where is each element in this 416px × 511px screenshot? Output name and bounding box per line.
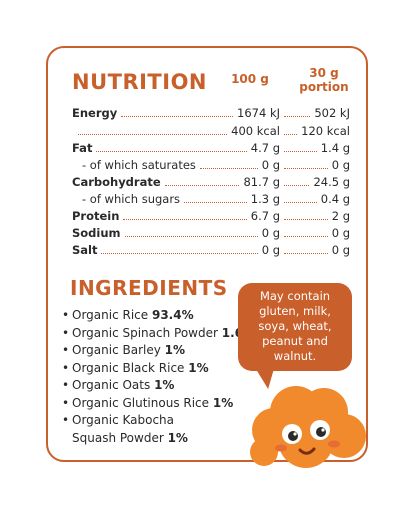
allergen-note: May contain gluten, milk, soya, wheat, p… [258, 289, 332, 363]
value-per-100g: 6.7 g [250, 209, 280, 223]
col-header-30g-portion: portion [299, 80, 349, 94]
nutrition-row: Fat 4.7 g 1.4 g [72, 141, 350, 157]
dotted-leader [125, 236, 258, 237]
dotted-leader [200, 168, 258, 169]
ingredient-name: Organic Barley [72, 343, 165, 357]
nutrient-name: Energy [72, 106, 118, 120]
value-per-portion: 0 g [331, 158, 350, 172]
dotted-leader [284, 116, 310, 117]
ingredients-list: Organic Rice 93.4%Organic Spinach Powder… [62, 307, 255, 447]
nutrition-row: Salt 0 g 0 g [72, 243, 350, 259]
nutrient-name: Protein [72, 209, 120, 223]
ingredient-name: Organic Kabocha [72, 413, 175, 427]
value-per-100g: 0 g [261, 243, 280, 257]
ingredient-name: Organic Black Rice [72, 360, 189, 375]
dotted-leader [284, 236, 328, 237]
nutrition-row: Energy 1674 kJ 502 kJ [72, 106, 350, 122]
dotted-leader [284, 202, 317, 203]
value-per-100g: 0 g [261, 226, 280, 240]
dotted-leader [165, 185, 239, 186]
ingredient-name: Organic Oats [72, 378, 155, 392]
nutrient-name: Sodium [72, 226, 121, 240]
nutrient-name: Fat [72, 141, 93, 155]
dotted-leader [101, 253, 258, 254]
dotted-leader [184, 202, 247, 203]
dotted-leader [96, 151, 247, 152]
ingredient-item: Organic Oats 1% [62, 377, 255, 395]
value-per-portion: 24.5 g [313, 175, 350, 189]
value-per-portion: 2 g [331, 209, 350, 223]
nutrition-row: Protein 6.7 g 2 g [72, 209, 350, 225]
allergen-bubble: May contain gluten, milk, soya, wheat, p… [238, 283, 352, 371]
ingredient-name: Organic Spinach Powder [72, 325, 222, 340]
nutrient-name: - of which sugars [82, 192, 181, 206]
ingredient-percent: 1% [167, 430, 188, 445]
ingredient-name: Organic Glutinous Rice [72, 395, 213, 410]
value-per-100g: 81.7 g [243, 175, 280, 189]
value-per-portion: 0 g [331, 226, 350, 240]
ingredient-percent: 1% [188, 360, 209, 375]
ingredient-item: Squash Powder 1% [62, 430, 255, 448]
value-per-100g: 1674 kJ [237, 106, 280, 120]
ingredient-name: Squash Powder [72, 430, 168, 445]
ingredient-item: Organic Barley 1% [62, 342, 255, 360]
dotted-leader [284, 185, 309, 186]
dotted-leader [121, 116, 233, 117]
value-per-portion: 1.4 g [320, 141, 350, 155]
dotted-leader [284, 151, 317, 152]
value-per-portion: 502 kJ [314, 106, 350, 120]
nutrient-name: - of which saturates [82, 158, 196, 172]
ingredient-name: Organic Rice [72, 308, 152, 322]
nutrition-title: NUTRITION [72, 70, 208, 94]
value-per-portion: 0.4 g [320, 192, 350, 206]
col-header-100g: 100 g [231, 72, 269, 86]
ingredients-title: INGREDIENTS [70, 276, 228, 300]
ingredient-item: Organic Black Rice 1% [62, 360, 255, 378]
ingredient-percent: 93.4% [151, 308, 194, 322]
dotted-leader [123, 219, 247, 220]
value-per-portion: 0 g [331, 243, 350, 257]
col-header-30g: 30 g portion [296, 66, 352, 94]
value-per-100g: 4.7 g [250, 141, 280, 155]
nutrient-name: Salt [72, 243, 98, 257]
ingredient-item: Organic Rice 93.4% [62, 307, 255, 325]
ingredient-item: Organic Glutinous Rice 1% [62, 395, 255, 413]
ingredient-item: Organic Spinach Powder 1.6% [62, 325, 255, 343]
ingredient-percent: 1% [164, 343, 186, 357]
ingredient-item: Organic Kabocha [62, 412, 255, 430]
nutrition-row: - of which saturates 0 g 0 g [72, 158, 350, 174]
smiling-cloud-mascot-icon [250, 386, 366, 468]
ingredient-percent: 1% [212, 395, 234, 410]
value-per-portion: 120 kcal [301, 124, 350, 138]
nutrition-row: - of which sugars 1.3 g 0.4 g [72, 192, 350, 208]
dotted-leader [284, 219, 328, 220]
ingredient-percent: 1% [154, 378, 175, 392]
nutrition-row: Carbohydrate 81.7 g 24.5 g [72, 175, 350, 191]
nutrition-row: Sodium 0 g 0 g [72, 226, 350, 242]
dotted-leader [284, 134, 297, 135]
dotted-leader [284, 168, 328, 169]
value-per-100g: 1.3 g [250, 192, 280, 206]
dotted-leader [78, 134, 227, 135]
col-header-30g-amount: 30 g [309, 66, 339, 80]
nutrient-name: Carbohydrate [72, 175, 161, 189]
value-per-100g: 400 kcal [231, 124, 280, 138]
dotted-leader [284, 253, 328, 254]
nutrition-row: 400 kcal 120 kcal [72, 124, 350, 140]
value-per-100g: 0 g [261, 158, 280, 172]
